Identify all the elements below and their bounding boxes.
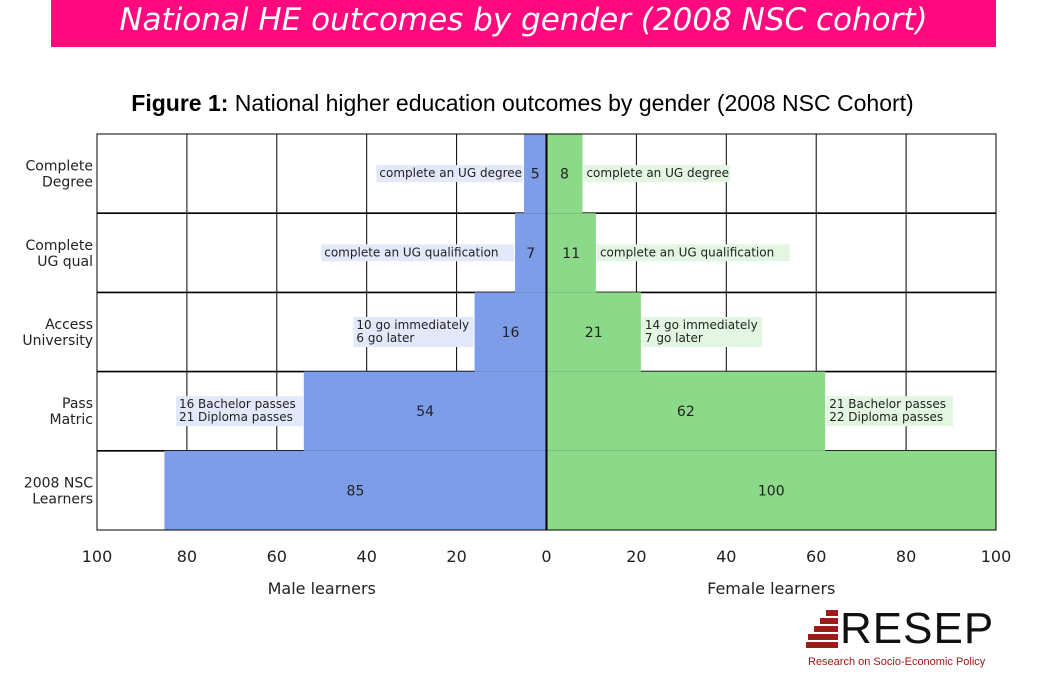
bar-male — [474, 292, 547, 372]
annotation-female: 22 Diploma passes — [829, 410, 943, 424]
data-label-female: 21 — [585, 325, 603, 341]
data-label-female: 8 — [560, 167, 569, 183]
banner-title: National HE outcomes by gender (2008 NSC… — [51, 0, 996, 47]
bar-male — [164, 450, 547, 530]
bar-male — [524, 134, 547, 214]
annotation-bg-female — [826, 396, 953, 427]
data-label-female: 100 — [758, 483, 785, 499]
annotation-male: 10 go immediately — [356, 318, 469, 332]
x-tick-label: 100 — [82, 547, 113, 566]
x-tick-label: 80 — [896, 547, 916, 566]
data-label-female: 62 — [677, 404, 695, 420]
category-label: 2008 NSC — [24, 475, 93, 491]
x-axis-label-female: Female learners — [707, 579, 835, 598]
annotation-female: 7 go later — [645, 331, 703, 345]
x-tick-label: 20 — [446, 547, 466, 566]
annotation-male: complete an UG degree — [379, 166, 522, 180]
bar-male — [515, 213, 547, 293]
figure-title: Figure 1: National higher education outc… — [0, 90, 1045, 117]
annotation-bg-male — [376, 165, 524, 183]
data-label-male: 85 — [347, 483, 365, 499]
x-tick-label: 80 — [177, 547, 197, 566]
data-label-male: 16 — [502, 325, 520, 341]
data-label-male: 5 — [531, 167, 540, 183]
category-label: Learners — [32, 491, 93, 507]
annotation-female: 21 Bachelor passes — [829, 397, 946, 411]
category-label: Pass — [62, 396, 93, 412]
annotation-female: complete an UG degree — [586, 166, 729, 180]
data-label-female: 11 — [562, 246, 580, 262]
annotation-bg-male — [353, 317, 474, 347]
plot-border — [96, 133, 997, 531]
bar-female — [546, 371, 826, 451]
logo-text: RESEP — [840, 604, 995, 653]
figure-label: Figure 1: — [131, 90, 229, 116]
annotation-female: complete an UG qualification — [600, 245, 774, 259]
category-label: Complete — [26, 238, 93, 254]
annotation-bg-female — [596, 244, 790, 262]
annotation-male: complete an UG qualification — [324, 245, 498, 259]
bar-male — [303, 371, 547, 451]
category-label: Matric — [50, 412, 94, 428]
category-label: University — [22, 333, 93, 349]
annotation-male: 16 Bachelor passes — [179, 397, 296, 411]
x-tick-label: 0 — [541, 547, 551, 566]
category-label: Degree — [42, 175, 93, 191]
logo-subtitle: Research on Socio-Economic Policy — [808, 656, 986, 668]
category-label: UG qual — [37, 254, 93, 270]
x-tick-label: 40 — [716, 547, 736, 566]
annotation-male: 21 Diploma passes — [179, 410, 293, 424]
x-tick-label: 100 — [981, 547, 1012, 566]
bar-female — [546, 134, 583, 214]
bar-female — [546, 450, 996, 530]
bar-female — [546, 292, 641, 372]
annotation-bg-female — [583, 165, 731, 183]
annotation-male: 6 go later — [356, 331, 414, 345]
annotation-female: 14 go immediately — [645, 318, 758, 332]
annotation-bg-female — [641, 317, 763, 347]
bar-female — [546, 213, 596, 293]
annotation-bg-male — [321, 244, 515, 262]
data-label-male: 54 — [416, 404, 434, 420]
logo-steps-icon — [806, 610, 838, 648]
x-tick-label: 60 — [806, 547, 826, 566]
category-label: Access — [45, 317, 93, 333]
category-label: Complete — [26, 159, 93, 175]
annotation-bg-male — [175, 396, 303, 427]
figure-caption: National higher education outcomes by ge… — [234, 90, 914, 116]
x-tick-label: 60 — [267, 547, 287, 566]
x-axis-label-male: Male learners — [268, 579, 376, 598]
resep-logo: RESEP Research on Socio-Economic Policy — [806, 606, 1006, 668]
x-tick-label: 40 — [357, 547, 377, 566]
data-label-male: 7 — [526, 246, 535, 262]
x-tick-label: 20 — [626, 547, 646, 566]
